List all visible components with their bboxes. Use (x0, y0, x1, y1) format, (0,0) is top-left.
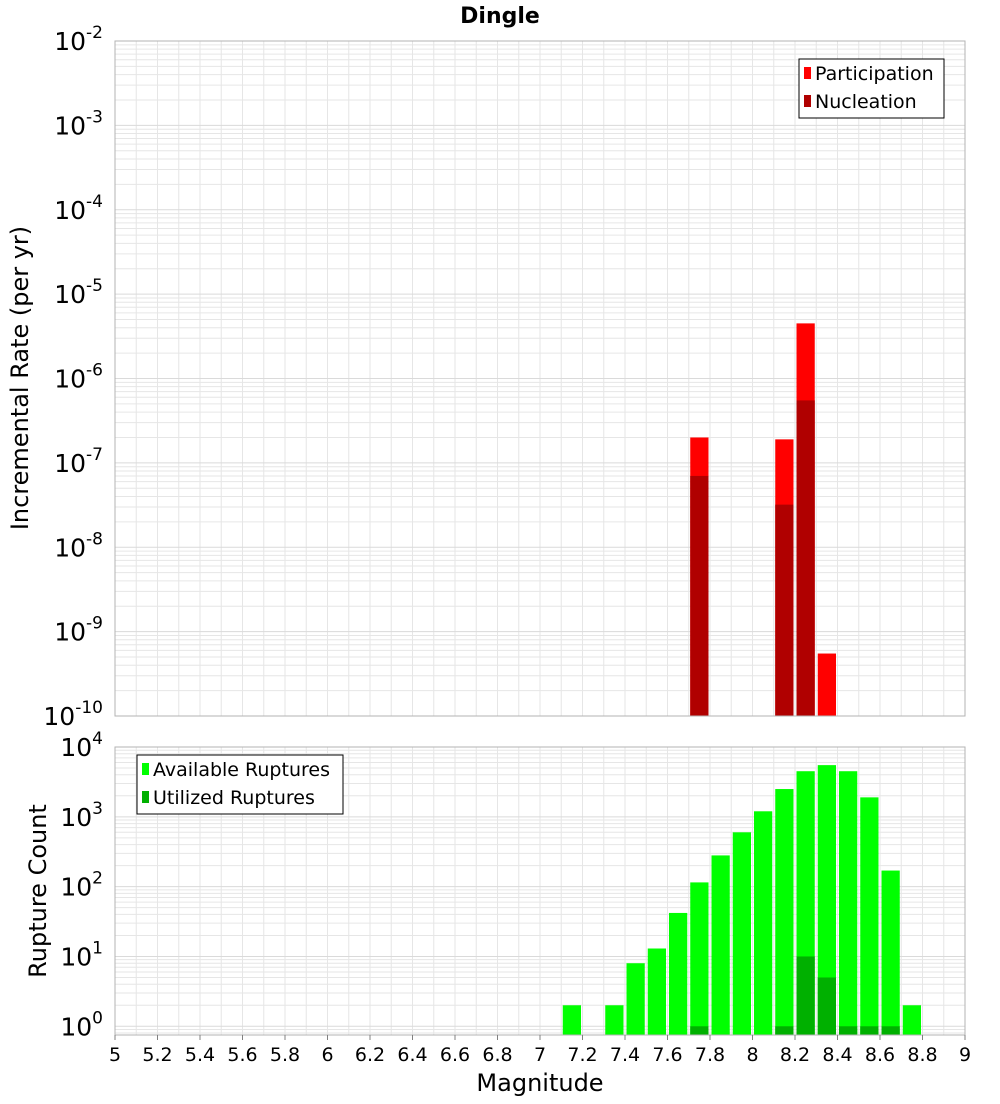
available-bar-8_55 (860, 797, 879, 1035)
available-bar-7_45 (626, 963, 645, 1035)
top-y-tick-label: 10-8 (54, 529, 103, 562)
available-bar-7_95 (732, 832, 751, 1035)
nucleation-bar-8_25 (796, 400, 815, 716)
x-axis-label: Magnitude (476, 1069, 603, 1097)
top-y-tick-label: 10-9 (54, 614, 103, 647)
x-tick-label: 7.2 (567, 1044, 597, 1066)
available-bar-7_35 (605, 1005, 624, 1035)
chart-title: Dingle (460, 4, 540, 29)
x-tick-label: 8 (746, 1044, 758, 1066)
x-tick-label: 8.2 (780, 1044, 810, 1066)
x-tick-label: 7.6 (652, 1044, 682, 1066)
x-tick-label: 7.4 (610, 1044, 640, 1066)
x-tick-label: 5.6 (227, 1044, 257, 1066)
x-tick-label: 5 (109, 1044, 121, 1066)
bottom-legend-label: Utilized Ruptures (153, 787, 315, 809)
x-tick-label: 6.4 (397, 1044, 427, 1066)
utilized-bar-8_35 (817, 977, 836, 1035)
utilized-bar-8_25 (796, 956, 815, 1035)
bottom-y-tick-label: 103 (60, 799, 103, 832)
top-legend-swatch (804, 67, 811, 79)
x-tick-label: 7.8 (695, 1044, 725, 1066)
available-bar-7_55 (647, 948, 666, 1035)
x-tick-label: 7 (534, 1044, 546, 1066)
nucleation-bar-7_75 (690, 475, 709, 716)
x-tick-label: 8.4 (822, 1044, 852, 1066)
available-bar-7_65 (669, 912, 688, 1035)
top-y-tick-label: 10-3 (54, 107, 103, 140)
available-bar-7_15 (562, 1005, 581, 1035)
top-y-tick-label: 10-4 (54, 192, 103, 225)
top-y-tick-label: 10-5 (54, 276, 103, 309)
top-y-tick-label: 10-7 (54, 445, 103, 478)
x-tick-label: 5.4 (185, 1044, 215, 1066)
x-tick-label: 5.2 (142, 1044, 172, 1066)
top-y-tick-label: 10-2 (54, 23, 103, 56)
available-bar-7_85 (711, 855, 730, 1035)
available-bar-7_75 (690, 882, 709, 1035)
available-bar-8_15 (775, 789, 794, 1035)
bottom-y-tick-label: 102 (60, 869, 103, 902)
x-tick-label: 6 (321, 1044, 333, 1066)
top-legend-label: Nucleation (815, 91, 917, 113)
x-tick-label: 6.8 (482, 1044, 512, 1066)
available-bar-8_45 (839, 771, 858, 1035)
bottom-legend-box (136, 754, 344, 815)
top-plot-frame (114, 40, 966, 717)
x-tick-label: 6.6 (440, 1044, 470, 1066)
available-bar-8_05 (754, 811, 773, 1035)
utilized-bar-7_75 (690, 1026, 709, 1035)
participation-bar-8_35 (817, 653, 836, 716)
top-y-axis-label: Incremental Rate (per yr) (6, 226, 34, 530)
available-bar-8_65 (881, 870, 900, 1035)
bottom-legend-swatch (142, 763, 149, 775)
bottom-y-tick-label: 104 (60, 729, 103, 762)
x-tick-label: 6.2 (355, 1044, 385, 1066)
bottom-y-tick-label: 101 (60, 938, 103, 971)
utilized-bar-8_65 (881, 1026, 900, 1035)
top-y-tick-label: 10-10 (43, 698, 103, 731)
utilized-bar-8_55 (860, 1026, 879, 1035)
bottom-legend-label: Available Ruptures (153, 759, 330, 781)
bottom-legend-swatch (142, 791, 149, 803)
top-grid (114, 40, 966, 717)
bottom-y-axis-label: Rupture Count (24, 804, 52, 978)
x-tick-label: 9 (959, 1044, 971, 1066)
utilized-bar-8_15 (775, 1026, 794, 1035)
top-legend-label: Participation (815, 63, 934, 85)
x-tick-label: 5.8 (270, 1044, 300, 1066)
available-bar-8_35 (817, 765, 836, 1035)
x-tick-label: 8.6 (865, 1044, 895, 1066)
top-legend: Participation Nucleation (798, 58, 945, 119)
bottom-y-tick-label: 100 (60, 1008, 103, 1041)
nucleation-bar-8_15 (775, 504, 794, 716)
available-bar-8_75 (902, 1005, 921, 1035)
top-y-tick-label: 10-6 (54, 361, 103, 394)
top-legend-box (798, 58, 945, 119)
bottom-legend: Available Ruptures Utilized Ruptures (136, 754, 344, 815)
x-tick-label: 8.8 (907, 1044, 937, 1066)
top-legend-swatch (804, 95, 811, 107)
utilized-bar-8_45 (839, 1026, 858, 1035)
